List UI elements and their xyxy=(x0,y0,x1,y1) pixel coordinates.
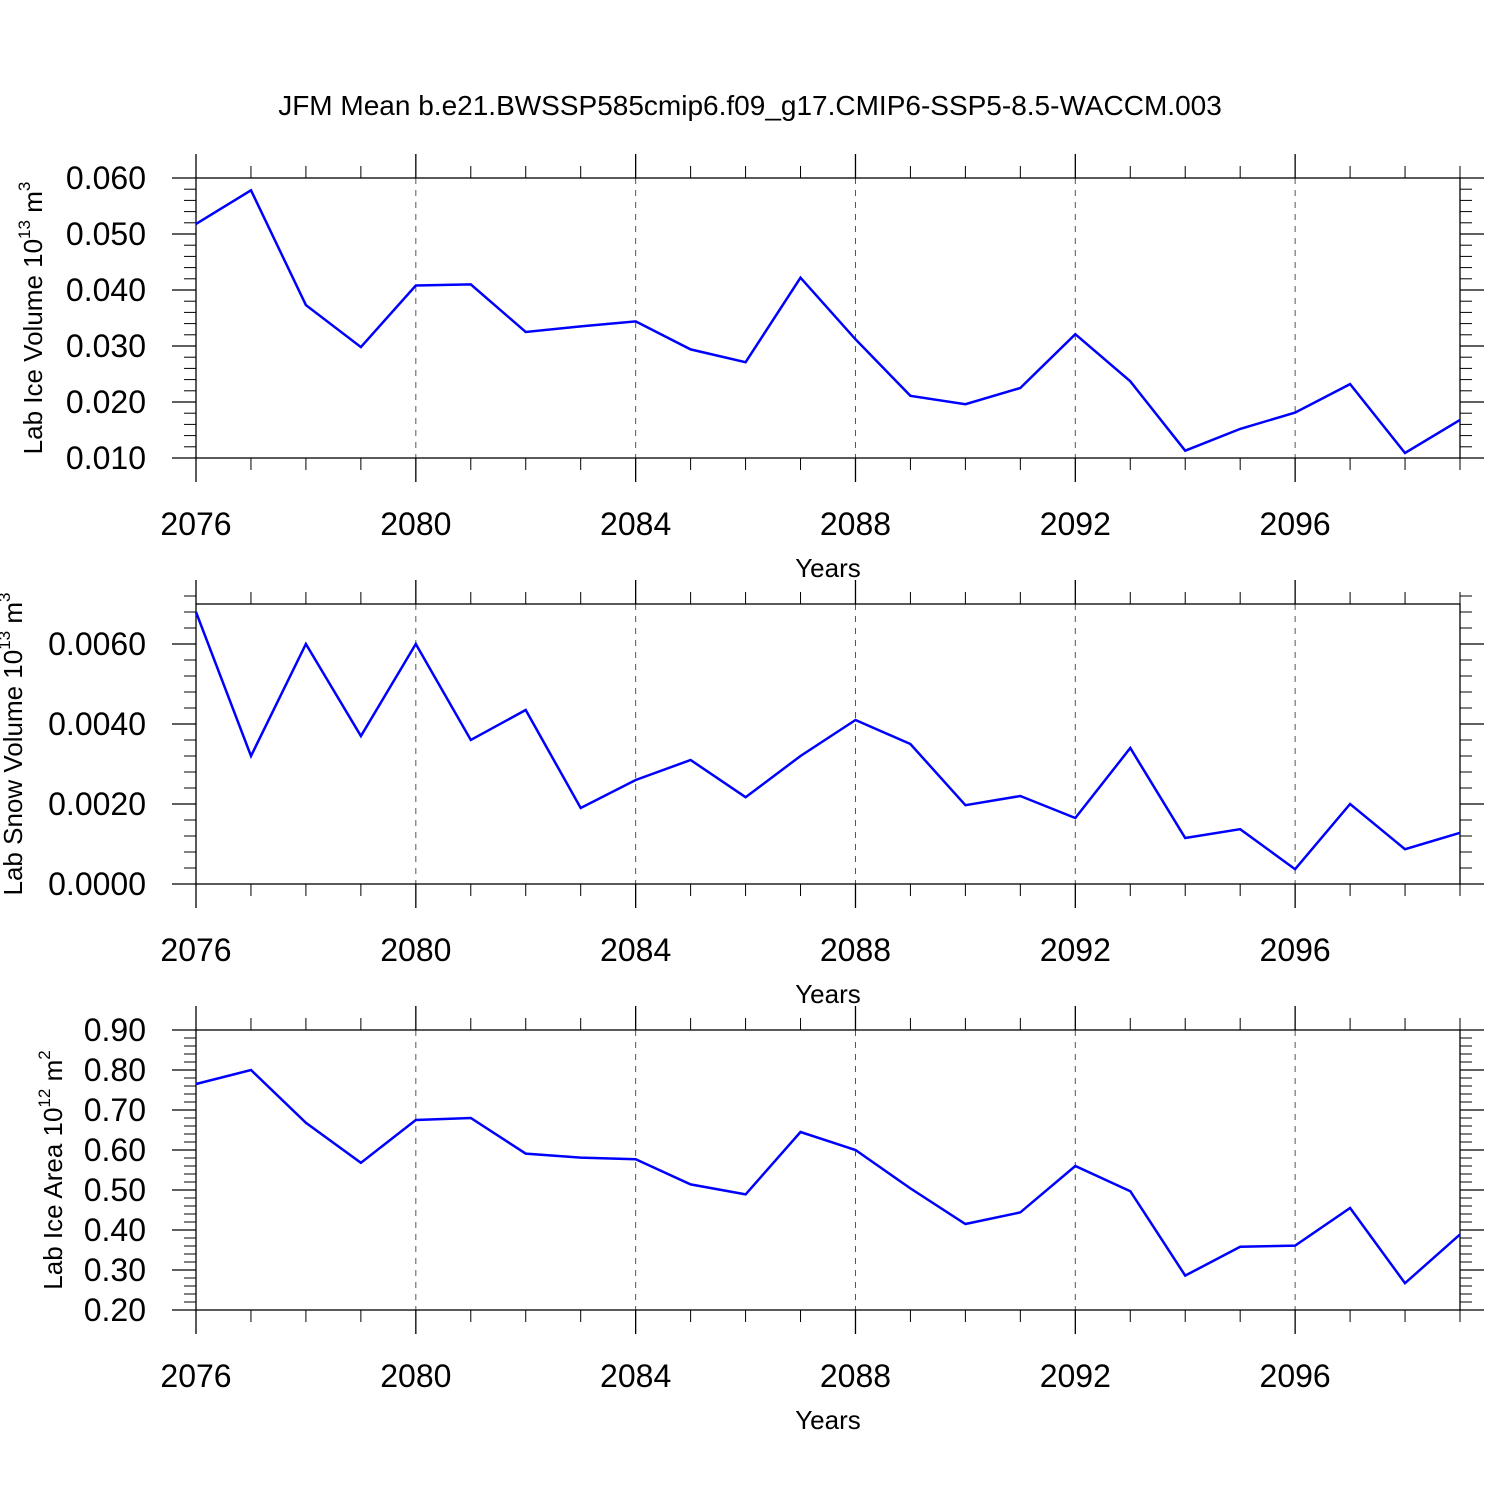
y-tick-label: 0.0000 xyxy=(48,866,146,902)
x-tick-label: 2076 xyxy=(160,506,231,542)
y-tick-label: 0.010 xyxy=(66,440,146,476)
plot-frame xyxy=(195,603,1461,885)
y-axis-label-unit-exponent: 2 xyxy=(35,1050,54,1059)
y-axis-label: Lab Ice Area 1012 m2 xyxy=(35,1050,68,1289)
y-tick-label: 0.90 xyxy=(84,1012,146,1048)
chart-title: JFM Mean b.e21.BWSSP585cmip6.f09_g17.CMI… xyxy=(278,90,1222,121)
y-tick-label: 0.050 xyxy=(66,216,146,252)
y-axis-label-unit-exponent: 3 xyxy=(0,592,14,601)
x-tick-label: 2096 xyxy=(1260,932,1331,968)
y-tick-label: 0.60 xyxy=(84,1132,146,1168)
x-axis-label: Years xyxy=(795,979,861,1009)
x-tick-label: 2092 xyxy=(1040,1358,1111,1394)
y-tick-label: 0.70 xyxy=(84,1092,146,1128)
y-axis-label-unit-exponent: 3 xyxy=(15,182,34,191)
y-axis-label-main: Lab Snow Volume 10 xyxy=(0,650,28,896)
x-tick-label: 2088 xyxy=(820,506,891,542)
y-axis-label-unit: m xyxy=(18,191,48,220)
y-axis-label-exponent: 13 xyxy=(15,220,34,239)
x-tick-label: 2076 xyxy=(160,1358,231,1394)
y-axis-label-exponent: 12 xyxy=(35,1089,54,1108)
y-tick-label: 0.20 xyxy=(84,1292,146,1328)
y-tick-label: 0.0060 xyxy=(48,626,146,662)
y-tick-label: 0.0020 xyxy=(48,786,146,822)
y-axis-label-main: Lab Ice Area 10 xyxy=(38,1108,68,1290)
x-tick-label: 2084 xyxy=(600,1358,671,1394)
series-line xyxy=(195,1068,1461,1286)
x-tick-label: 2080 xyxy=(380,932,451,968)
y-tick-label: 0.30 xyxy=(84,1252,146,1288)
x-tick-label: 2088 xyxy=(820,932,891,968)
plot-frame xyxy=(195,177,1461,459)
x-tick-label: 2092 xyxy=(1040,932,1111,968)
y-tick-label: 0.80 xyxy=(84,1052,146,1088)
x-tick-label: 2088 xyxy=(820,1358,891,1394)
x-tick-label: 2092 xyxy=(1040,506,1111,542)
x-tick-label: 2084 xyxy=(600,506,671,542)
x-tick-label: 2080 xyxy=(380,506,451,542)
y-tick-label: 0.060 xyxy=(66,160,146,196)
x-axis-label: Years xyxy=(795,1405,861,1435)
x-tick-label: 2076 xyxy=(160,932,231,968)
y-axis-label: Lab Ice Volume 1013 m3 xyxy=(15,182,48,455)
x-axis-label: Years xyxy=(795,553,861,583)
y-tick-label: 0.030 xyxy=(66,328,146,364)
y-axis-label-main: Lab Ice Volume 10 xyxy=(18,239,48,454)
panel-2: 2076 2080 2084 2088 2092 2096 0.0000 0.0020 0.00… xyxy=(0,580,1484,1009)
x-tick-label: 2084 xyxy=(600,932,671,968)
series-line xyxy=(194,611,1461,871)
x-tick-label: 2096 xyxy=(1260,506,1331,542)
y-tick-label: 0.020 xyxy=(66,384,146,420)
panel-3: 2076 2080 2084 2088 2092 2096 0.20 0.30 0.40 0.50… xyxy=(35,1006,1484,1435)
x-tick-label: 2096 xyxy=(1260,1358,1331,1394)
y-tick-label: 0.40 xyxy=(84,1212,146,1248)
panel-1: 2076 2080 2084 2088 2092 2096 0.010 0.020 0.030 0… xyxy=(15,154,1484,583)
x-tick-label: 2080 xyxy=(380,1358,451,1394)
y-tick-label: 0.0040 xyxy=(48,706,146,742)
plot-frame xyxy=(195,1029,1461,1311)
y-axis-label-unit: m xyxy=(0,602,28,631)
y-axis-label-exponent: 13 xyxy=(0,631,14,650)
y-axis-label-unit: m xyxy=(38,1060,68,1089)
series-line xyxy=(195,188,1461,455)
panels: 2076 2080 2084 2088 2092 2096 0.010 0.020 0.030 0… xyxy=(0,154,1484,1435)
y-tick-label: 0.040 xyxy=(66,272,146,308)
y-tick-label: 0.50 xyxy=(84,1172,146,1208)
y-axis-label: Lab Snow Volume 1013 m3 xyxy=(0,592,28,895)
